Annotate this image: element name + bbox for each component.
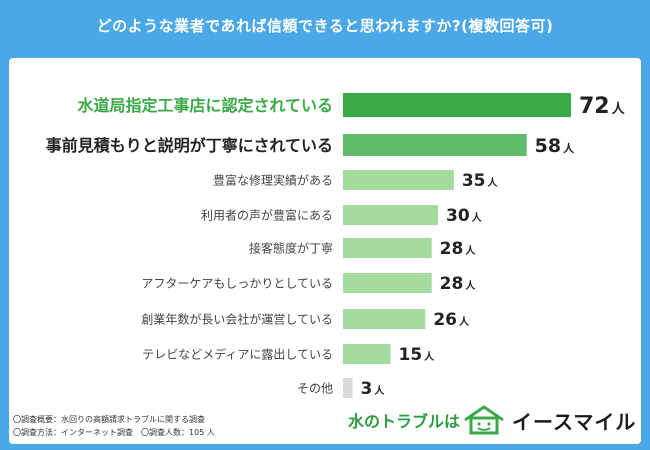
- bar: [343, 344, 391, 364]
- chart-header: どのような業者であれば信頼できると思われますか?(複数回答可): [0, 0, 650, 50]
- category-label: テレビなどメディアに露出している: [142, 346, 333, 361]
- brand-name: イースマイル: [512, 409, 637, 434]
- bar: [343, 378, 353, 398]
- bar: [343, 93, 571, 117]
- bar: [343, 273, 432, 293]
- category-label: アフターケアもしっかりとしている: [141, 276, 333, 290]
- value-label: 28 人: [440, 239, 477, 259]
- value-label: 28 人: [440, 274, 477, 294]
- category-label: 利用者の声が豊富にある: [201, 207, 333, 222]
- value-label: 35 人: [462, 171, 499, 191]
- bar: [343, 134, 527, 156]
- category-label: 接客態度が丁寧: [249, 240, 333, 255]
- chart-panel: 水道局指定工事店に認定されている 72 人事前見積もりと説明が丁寧にされている 58 人…: [9, 58, 641, 444]
- house-smile-icon: [464, 405, 504, 435]
- value-label: 58 人: [535, 135, 575, 157]
- bar: [343, 309, 426, 329]
- value-label: 30 人: [446, 206, 483, 226]
- brand-banner: 水のトラブルは イースマイル: [342, 402, 638, 438]
- bar: [343, 205, 438, 225]
- bar: [343, 170, 454, 190]
- category-label: 豊富な修理実績がある: [213, 172, 333, 187]
- brand-tagline: 水のトラブルは: [348, 412, 461, 431]
- category-label: その他: [297, 381, 333, 395]
- value-label: 72 人: [579, 94, 626, 119]
- footnote-survey-overview: 〇調査概要：水回りの高額請求トラブルに関する調査: [13, 415, 205, 424]
- category-label: 事前見積もりと説明が丁寧にされている: [46, 136, 333, 155]
- category-label: 創業年数が長い会社が運営している: [141, 311, 333, 326]
- value-label: 26 人: [433, 310, 470, 330]
- value-label: 15 人: [399, 345, 436, 365]
- category-label: 水道局指定工事店に認定されている: [77, 96, 333, 115]
- bar: [343, 238, 432, 258]
- chart-title: どのような業者であれば信頼できると思われますか?(複数回答可): [96, 16, 554, 35]
- footnote-survey-method: 〇調査方法：インターネット調査 〇調査人数：105 人: [13, 428, 215, 437]
